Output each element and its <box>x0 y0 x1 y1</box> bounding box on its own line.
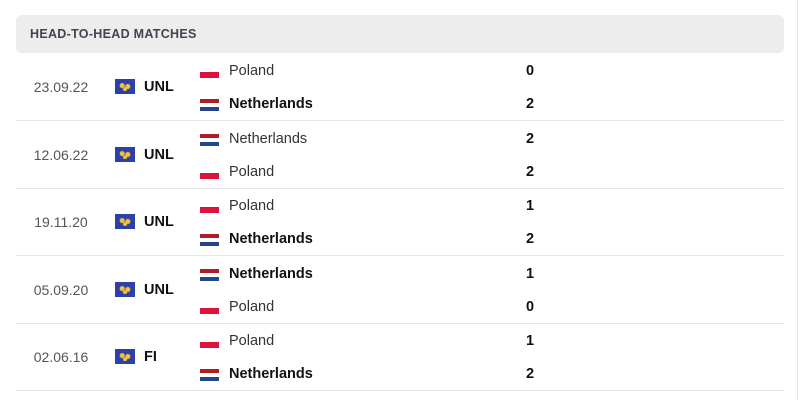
world-map-icon <box>115 349 135 364</box>
team-name: Netherlands <box>229 266 313 282</box>
team-score: 2 <box>526 164 535 180</box>
poland-flag-icon <box>200 201 219 213</box>
world-map-icon <box>115 79 135 94</box>
match-date: 02.06.16 <box>33 349 89 365</box>
netherlands-flag-icon <box>200 369 219 381</box>
netherlands-flag-icon <box>200 99 219 111</box>
match-row[interactable]: 19.11.20 UNL Poland 1 Netherlands 2 <box>16 188 784 256</box>
team-line: Netherlands 2 <box>200 130 700 150</box>
netherlands-flag-icon <box>200 134 219 146</box>
team-line: Netherlands 1 <box>200 265 700 285</box>
poland-flag-icon <box>200 336 219 348</box>
world-map-icon <box>115 214 135 229</box>
team-score: 1 <box>526 198 535 214</box>
poland-flag-icon <box>200 66 219 78</box>
section-title: HEAD-TO-HEAD MATCHES <box>30 27 197 41</box>
competition-label: UNL <box>144 147 174 163</box>
panel-border <box>797 0 798 400</box>
poland-flag-icon <box>200 167 219 179</box>
netherlands-flag-icon <box>200 234 219 246</box>
team-name: Poland <box>229 198 275 214</box>
competition-label: UNL <box>144 282 174 298</box>
team-score: 0 <box>526 63 535 79</box>
team-score: 2 <box>526 366 535 382</box>
world-map-icon <box>115 282 135 297</box>
team-line: Poland 0 <box>200 298 700 318</box>
match-row[interactable]: 05.09.20 UNL Netherlands 1 Poland 0 <box>16 256 784 324</box>
team-score: 2 <box>526 96 535 112</box>
team-name: Netherlands <box>229 231 313 247</box>
team-name: Poland <box>229 299 275 315</box>
netherlands-flag-icon <box>200 269 219 281</box>
team-line: Netherlands 2 <box>200 365 700 385</box>
team-line: Poland 0 <box>200 62 700 82</box>
team-score: 0 <box>526 299 535 315</box>
match-row[interactable]: 12.06.22 UNL Netherlands 2 Poland 2 <box>16 121 784 189</box>
team-line: Netherlands 2 <box>200 230 700 250</box>
team-line: Poland 2 <box>200 163 700 183</box>
team-name: Netherlands <box>229 96 313 112</box>
team-name: Poland <box>229 164 275 180</box>
team-score: 2 <box>526 131 535 147</box>
team-line: Poland 1 <box>200 197 700 217</box>
match-row[interactable]: 23.09.22 UNL Poland 0 Netherlands 2 <box>16 53 784 121</box>
match-row[interactable]: 02.06.16 FI Poland 1 Netherlands 2 <box>16 323 784 391</box>
section-header: HEAD-TO-HEAD MATCHES <box>16 15 784 53</box>
team-name: Poland <box>229 63 275 79</box>
world-map-icon <box>115 147 135 162</box>
match-date: 19.11.20 <box>34 214 88 230</box>
poland-flag-icon <box>200 302 219 314</box>
competition-label: UNL <box>144 79 174 95</box>
match-date: 23.09.22 <box>33 79 89 95</box>
team-score: 1 <box>526 333 535 349</box>
team-line: Netherlands 2 <box>200 95 700 115</box>
team-name: Poland <box>229 333 275 349</box>
team-name: Netherlands <box>229 131 308 147</box>
competition-label: FI <box>144 349 157 365</box>
team-score: 2 <box>526 231 535 247</box>
competition-label: UNL <box>144 214 174 230</box>
team-name: Netherlands <box>229 366 313 382</box>
match-date: 05.09.20 <box>33 282 89 298</box>
team-score: 1 <box>526 266 535 282</box>
team-line: Poland 1 <box>200 332 700 352</box>
match-date: 12.06.22 <box>33 147 89 163</box>
